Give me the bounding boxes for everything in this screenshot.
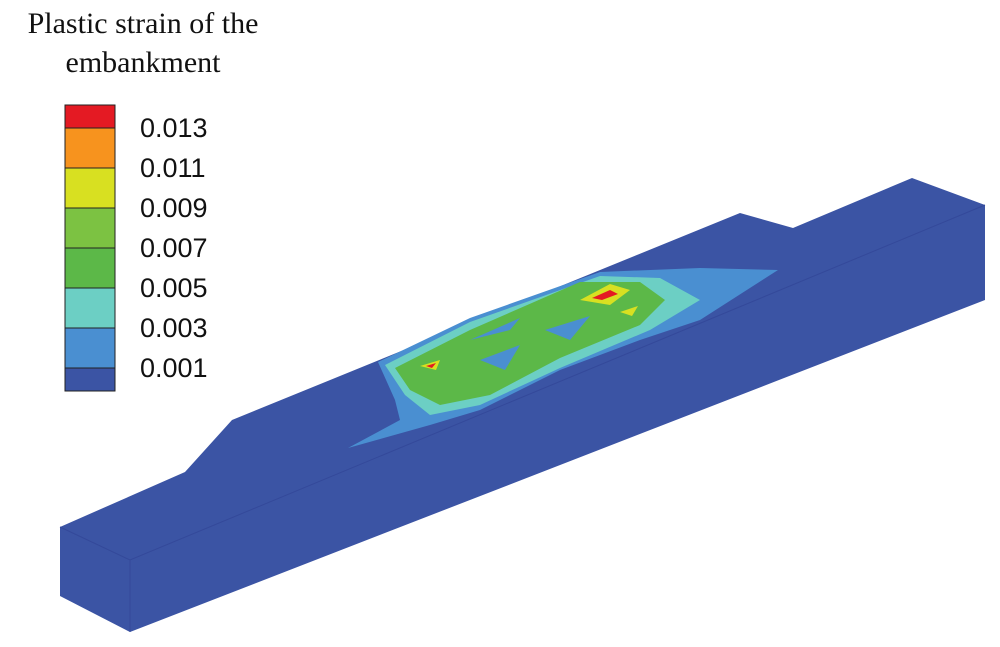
legend-label: 0.005	[140, 273, 208, 303]
legend-label: 0.001	[140, 353, 208, 383]
legend-label: 0.009	[140, 193, 208, 223]
title-line: Plastic strain of the	[28, 7, 259, 40]
legend-swatch	[64, 287, 116, 329]
legend-swatch	[64, 104, 116, 129]
legend-label: 0.003	[140, 313, 208, 343]
contour-band	[545, 316, 590, 340]
legend-swatch	[64, 247, 116, 289]
legend-label: 0.007	[140, 233, 208, 263]
contour-band	[480, 345, 520, 370]
contour-band	[592, 290, 618, 300]
legend-swatch	[64, 207, 116, 249]
title-line: embankment	[66, 46, 222, 79]
legend-swatch	[64, 327, 116, 369]
embankment-model	[59, 178, 986, 632]
legend-swatch	[64, 167, 116, 209]
legend-label: 0.013	[140, 113, 208, 143]
contour-band	[395, 282, 665, 405]
contour-band	[620, 306, 638, 316]
legend-swatch	[64, 367, 116, 392]
embankment-body	[60, 178, 985, 632]
contour-band	[470, 318, 520, 340]
legend-label: 0.011	[140, 153, 206, 183]
legend-swatch	[64, 127, 116, 169]
legend: 0.013 0.011 0.009 0.007 0.005 0.003 0.001	[64, 104, 208, 392]
contour-band	[426, 363, 436, 368]
